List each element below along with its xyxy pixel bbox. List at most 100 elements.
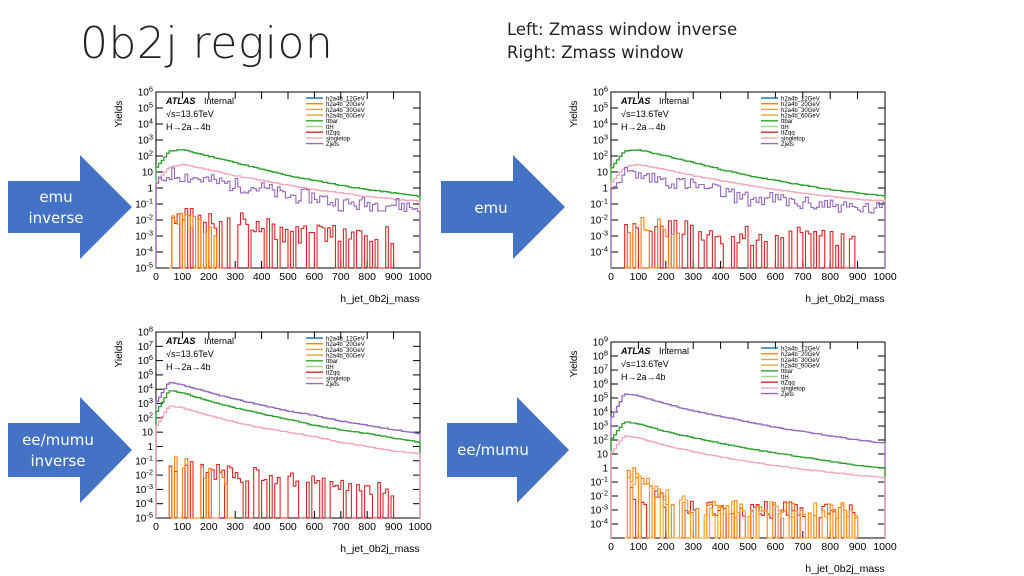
atlas-label: ATLAS — [165, 96, 195, 106]
legend-entry: h2a4b_30GeV — [781, 108, 820, 114]
legend-entry: h2a4b_20GeV — [326, 342, 365, 348]
plot-emu: 106 105 104 103 102 10 1 10-1 10-2 10-3 10-4 0 100 20… — [563, 84, 897, 314]
x-axis-title: h_jet_0b2j_mass — [340, 293, 419, 305]
y-tick-label: 10 — [597, 450, 609, 461]
energy-label: √s=13.6TeV — [166, 349, 214, 359]
legend-entry: h2a4b_60GeV — [326, 354, 365, 360]
y-tick-label: 106 — [593, 85, 608, 99]
arrow-label: ee/mumu — [22, 431, 94, 449]
y-tick-label: 10-4 — [135, 245, 153, 259]
y-tick-label: 10-3 — [135, 229, 153, 243]
legend-entry: h2a4b_12GeV — [326, 96, 365, 102]
y-tick-label: 102 — [593, 149, 608, 163]
y-tick-label: 10-1 — [135, 453, 153, 467]
x-tick-label: 900 — [385, 521, 403, 533]
legend-entry: ttH — [781, 125, 789, 131]
y-tick-label: 10-5 — [135, 511, 153, 525]
x-axis-title: h_jet_0b2j_mass — [805, 293, 884, 305]
series-h2a4b_20gev — [624, 216, 681, 269]
legend-entry: h2a4b_12GeV — [781, 96, 820, 102]
legend-entry: Zjets — [781, 142, 794, 148]
series-ttzqq — [624, 219, 858, 269]
arrow-emu: emu — [441, 155, 565, 259]
process-label: H→2a→4b — [621, 372, 666, 382]
legend-entry: singletop — [326, 136, 351, 142]
x-tick-label: 900 — [849, 271, 867, 283]
energy-label: √s=13.6TeV — [621, 359, 669, 369]
y-axis-title: Yields — [569, 351, 580, 378]
y-tick-label: 10-2 — [590, 213, 608, 227]
y-tick-label: 105 — [593, 101, 608, 115]
y-tick-label: 10-4 — [135, 496, 153, 510]
arrow-eemumu-inverse: ee/mumu inverse — [8, 397, 132, 503]
internal-label: Internal — [659, 96, 689, 106]
legend-entry: ttZqq — [781, 381, 795, 387]
x-tick-label: 300 — [226, 521, 244, 533]
y-tick-label: 102 — [593, 433, 608, 447]
plot-eemumu-inverse: 108 107 106 105 104 103 102 10 1 10-1 10-2 10-3 10-4… — [108, 325, 432, 560]
y-axis-title: Yields — [114, 101, 125, 128]
legend-entry: ttZqq — [326, 371, 340, 377]
y-tick-label: 108 — [138, 325, 153, 339]
y-axis-title: Yields — [114, 341, 125, 368]
energy-label: √s=13.6TeV — [621, 109, 669, 119]
y-tick-label: 10-4 — [590, 517, 608, 531]
y-tick-label: 10-1 — [135, 197, 153, 211]
plot-eemumu: 109 108 107 106 105 104 103 102 10 1 10-1 10-2 10-3 1… — [563, 335, 897, 576]
x-tick-label: 100 — [174, 521, 192, 533]
x-tick-label: 0 — [608, 541, 614, 553]
legend-entry: Zjets — [326, 382, 339, 388]
legend-entry: h2a4b_30GeV — [326, 108, 365, 114]
legend-entry: h2a4b_60GeV — [781, 364, 820, 370]
y-tick-label: 10 — [597, 168, 609, 179]
x-tick-label: 400 — [253, 521, 271, 533]
legend-entry: h2a4b_60GeV — [781, 114, 820, 120]
x-tick-label: 200 — [657, 271, 675, 283]
legend-entry: h2a4b_30GeV — [781, 358, 820, 364]
series-h2a4b_30gev — [624, 472, 859, 539]
y-tick-label: 104 — [138, 117, 153, 131]
y-tick-label: 105 — [138, 101, 153, 115]
x-tick-label: 500 — [279, 521, 297, 533]
series-ttbar — [610, 149, 886, 268]
y-tick-label: 1 — [602, 184, 608, 195]
legend-entry: ttH — [326, 125, 334, 131]
x-tick-label: 300 — [226, 271, 244, 283]
y-tick-label: 10 — [142, 428, 154, 439]
x-axis-title: h_jet_0b2j_mass — [340, 543, 419, 555]
legend-entry: h2a4b_12GeV — [326, 336, 365, 342]
y-tick-label: 10-3 — [590, 503, 608, 517]
x-tick-label: 500 — [739, 541, 757, 553]
y-tick-label: 103 — [593, 133, 608, 147]
series-zjets — [610, 393, 886, 538]
legend-entry: ttH — [326, 365, 334, 371]
legend-entry: ttbar — [781, 119, 793, 125]
x-tick-label: 500 — [739, 271, 757, 283]
series-zjets — [610, 167, 886, 268]
chart-svg: 10910810710610510410310210110-110-210-31… — [569, 335, 897, 576]
arrow-eemumu: ee/mumu — [447, 397, 569, 503]
legend-entry: Zjets — [781, 392, 794, 398]
y-tick-label: 102 — [138, 410, 153, 424]
process-label: H→2a→4b — [621, 122, 666, 132]
y-tick-label: 10-2 — [135, 468, 153, 482]
legend-entry: ttH — [781, 375, 789, 381]
region-note: Left: Zmass window inverse Right: Zmass … — [507, 18, 737, 64]
slide-title: 0b2j region — [80, 18, 334, 69]
series-h2a4b_20gev — [168, 456, 236, 519]
y-tick-label: 109 — [593, 335, 608, 349]
legend-entry: ttbar — [326, 359, 338, 365]
x-tick-label: 400 — [712, 541, 730, 553]
y-tick-label: 10-5 — [135, 261, 153, 275]
legend-entry: h2a4b_20GeV — [781, 352, 820, 358]
series-ttbar — [155, 390, 421, 518]
legend-entry: h2a4b_20GeV — [781, 102, 820, 108]
x-tick-label: 600 — [306, 271, 324, 283]
note-line: Right: Zmass window — [507, 43, 684, 62]
x-tick-label: 200 — [657, 541, 675, 553]
legend-entry: ttbar — [781, 369, 793, 375]
legend-entry: h2a4b_12GeV — [781, 346, 820, 352]
